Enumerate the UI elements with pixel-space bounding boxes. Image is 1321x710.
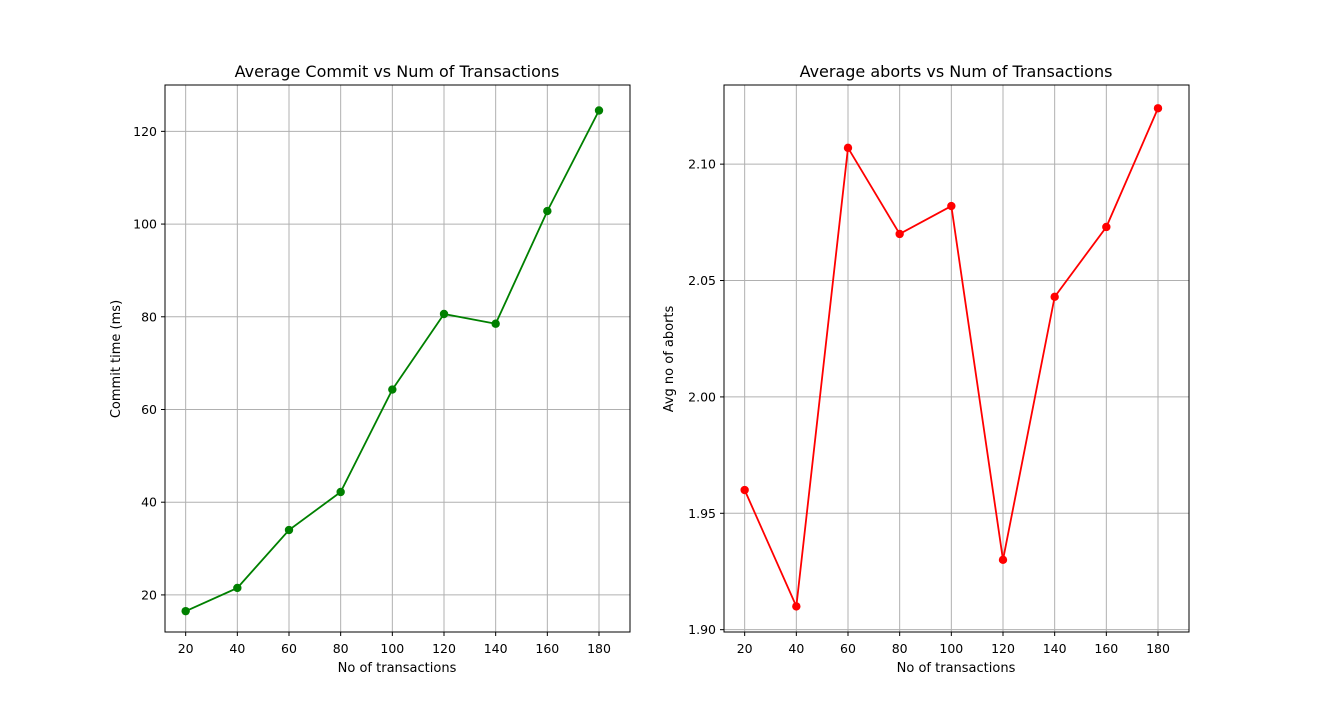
ticks: 20 40 60 80 100 120 140 160 180 20 40 60 80 100 120: [133, 124, 611, 656]
x-tick-label: 160: [535, 641, 559, 656]
y-axis-label: Commit time (ms): [109, 300, 124, 418]
y-tick-label: 120: [133, 124, 157, 139]
x-tick-label: 80: [892, 641, 908, 656]
data-point: [792, 602, 801, 611]
x-tick-label: 40: [229, 641, 245, 656]
plot-frame: [723, 84, 1190, 633]
data-point: [843, 143, 853, 153]
x-axis-label: No of transactions: [897, 661, 1016, 676]
y-tick-label: 2.00: [688, 389, 716, 404]
data-point: [947, 201, 956, 211]
data-point: [998, 555, 1008, 565]
x-tick-label: 140: [484, 641, 508, 656]
x-tick-label: 180: [1146, 641, 1170, 656]
aborts-chart: Average aborts vs Num of Transactions No…: [662, 62, 1190, 676]
x-tick-label: 120: [432, 641, 456, 656]
grid-lines: [724, 85, 1189, 632]
y-tick-label: 2.05: [688, 273, 716, 288]
chart-title: Average aborts vs Num of Transactions: [800, 62, 1113, 81]
x-tick-label: 20: [737, 641, 753, 656]
ticks: 20 40 60 80 100 120 140 160 180 1.90 1.95 2.00 2.05 2…: [688, 157, 1170, 656]
data-point: [543, 206, 552, 216]
y-tick-label: 20: [141, 587, 157, 602]
data-point: [388, 385, 397, 394]
commit-time-chart: Average Commit vs Num of Transactions No…: [109, 62, 631, 676]
x-tick-label: 160: [1094, 641, 1118, 656]
y-tick-label: 2.10: [688, 157, 716, 172]
data-point: [594, 106, 604, 115]
y-tick-label: 1.95: [688, 506, 716, 521]
y-tick-label: 100: [133, 217, 157, 232]
data-point: [1050, 292, 1059, 302]
x-axis-label: No of transactions: [338, 661, 457, 676]
grid-lines: [165, 85, 630, 632]
y-tick-label: 80: [141, 309, 157, 324]
data-point: [284, 525, 294, 535]
data-point: [1153, 104, 1163, 113]
y-tick-label: 1.90: [688, 622, 716, 637]
x-tick-label: 60: [281, 641, 297, 656]
data-point: [336, 487, 345, 497]
x-tick-label: 40: [788, 641, 804, 656]
data-point: [740, 485, 749, 495]
data-point: [491, 319, 500, 328]
data-point: [181, 606, 190, 616]
y-axis-label: Avg no of aborts: [662, 305, 677, 412]
data-point: [1102, 222, 1111, 232]
x-tick-label: 20: [178, 641, 194, 656]
chart-title: Average Commit vs Num of Transactions: [235, 62, 560, 81]
x-tick-label: 180: [587, 641, 611, 656]
plot-frame: [164, 84, 631, 633]
x-tick-label: 100: [939, 641, 963, 656]
x-tick-label: 60: [840, 641, 856, 656]
data-point: [233, 583, 242, 593]
data-point: [439, 309, 449, 319]
x-tick-label: 80: [333, 641, 349, 656]
x-tick-label: 100: [380, 641, 404, 656]
data-point: [895, 229, 904, 239]
y-tick-label: 40: [141, 495, 157, 510]
y-tick-label: 60: [141, 402, 157, 417]
x-tick-label: 120: [991, 641, 1015, 656]
x-tick-label: 140: [1043, 641, 1067, 656]
